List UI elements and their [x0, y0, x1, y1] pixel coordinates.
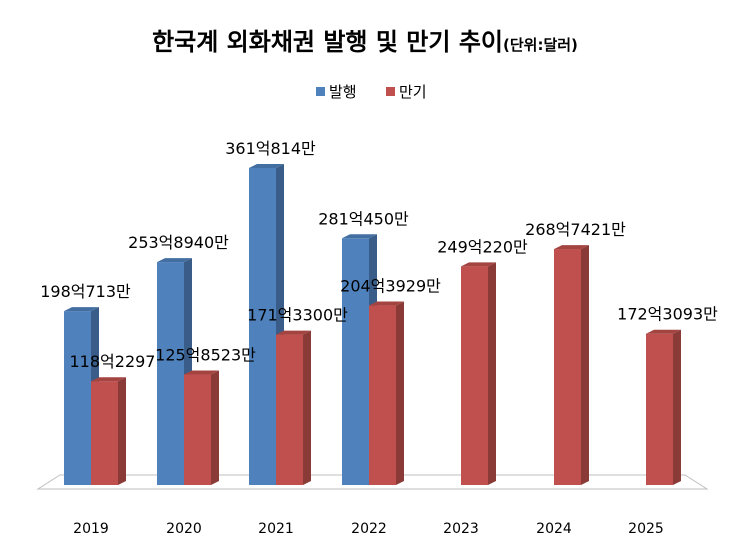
bar-front [461, 266, 488, 485]
bar-top [184, 370, 219, 375]
bar-top [646, 329, 681, 334]
data-label-maturity-2025: 172억3093만 [617, 305, 718, 324]
bar-top [369, 301, 404, 306]
bar-side [303, 330, 311, 485]
bar-top [461, 262, 496, 267]
legend: 발행 만기 [316, 83, 427, 101]
bar-front [342, 238, 369, 485]
bar-top [157, 258, 192, 263]
data-label-issue-2021: 361억814만 [225, 139, 316, 158]
bar-top [64, 307, 99, 312]
bar-maturity-2023 [461, 262, 496, 485]
bar-front [276, 334, 303, 485]
chart-title-unit: (단위:달러) [503, 36, 578, 54]
bar-top [554, 245, 589, 250]
bar-side [581, 245, 589, 485]
data-label-maturity-2023: 249억220만 [437, 237, 528, 256]
bar-front [554, 249, 581, 485]
data-labels: 198억713만 118억2297 253억8940만 125억8523만 361억81… [40, 139, 718, 371]
bar-front [249, 168, 276, 485]
x-tick-label: 2024 [536, 521, 572, 537]
x-tick-label: 2019 [73, 521, 109, 537]
bar-front [646, 333, 673, 485]
legend-swatch-maturity [386, 87, 395, 96]
data-label-maturity-2021: 171억3300만 [247, 306, 348, 325]
bar-top [91, 377, 126, 382]
bar-side [396, 301, 404, 485]
data-label-issue-2019: 198억713만 [40, 282, 131, 301]
bar-side [673, 329, 681, 485]
legend-label-maturity: 만기 [399, 83, 427, 101]
bars [64, 164, 681, 485]
data-label-maturity-2020: 125억8523만 [155, 346, 256, 365]
data-label-maturity-2022: 204억3929만 [340, 277, 441, 296]
data-label-maturity-2019: 118억2297 [70, 352, 156, 371]
bar-side [211, 370, 219, 485]
x-tick-label: 2020 [166, 521, 202, 537]
bar-side [488, 262, 496, 485]
bar-top [276, 330, 311, 335]
data-label-issue-2022: 281억450만 [318, 209, 409, 228]
bar-top [342, 234, 377, 239]
x-axis-ticks: 2019 2020 2021 2022 2023 2024 2025 [73, 521, 664, 537]
legend-swatch-issue [316, 87, 325, 96]
bar-top [249, 164, 284, 168]
bar-maturity-2020 [184, 370, 219, 485]
x-tick-label: 2025 [628, 521, 664, 537]
bar-maturity-2024 [554, 245, 589, 485]
bar-maturity-2025 [646, 329, 681, 485]
bar-front [91, 381, 118, 485]
bar-front [369, 305, 396, 485]
x-tick-label: 2023 [443, 521, 479, 537]
bar-maturity-2019 [91, 377, 126, 485]
bar-maturity-2021 [276, 330, 311, 485]
bar-side [118, 377, 126, 485]
data-label-maturity-2024: 268억7421만 [525, 220, 626, 239]
x-tick-label: 2021 [258, 521, 294, 537]
chart-title-main: 한국계 외화채권 발행 및 만기 추이 [152, 28, 503, 56]
bar-front [64, 311, 91, 485]
bar-issue-2020 [157, 258, 192, 485]
bar-front [157, 262, 184, 485]
bar-issue-2019 [64, 307, 99, 485]
bar-maturity-2022 [369, 301, 404, 485]
data-label-issue-2020: 253억8940만 [128, 233, 229, 252]
x-tick-label: 2022 [351, 521, 387, 537]
chart-title: 한국계 외화채권 발행 및 만기 추이(단위:달러) [152, 28, 578, 56]
bar-front [184, 374, 211, 485]
legend-label-issue: 발행 [329, 83, 357, 101]
